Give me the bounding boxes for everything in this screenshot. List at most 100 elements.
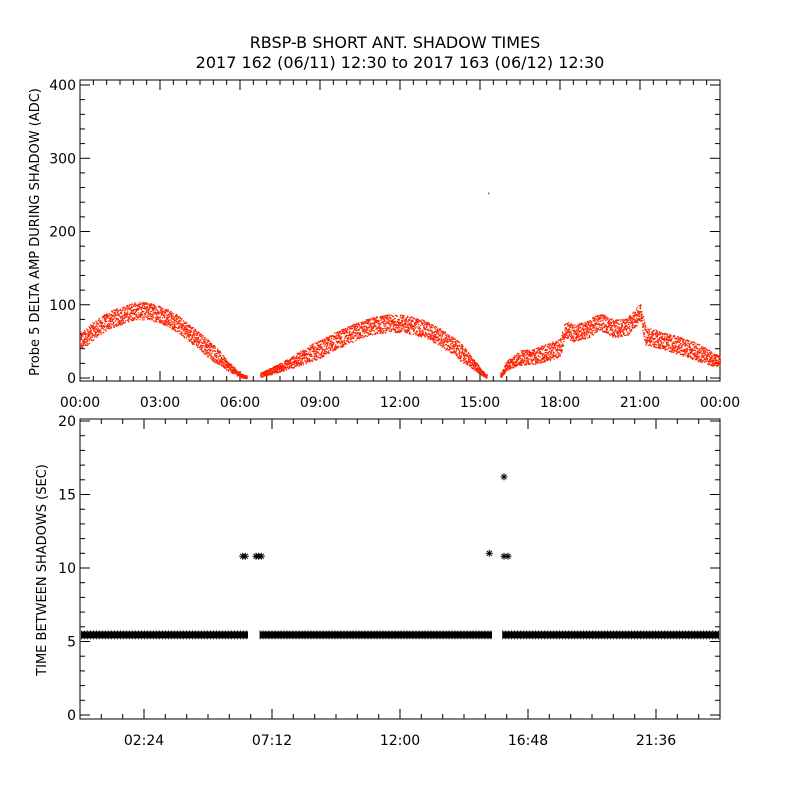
top-data-point <box>443 333 445 335</box>
top-data-point <box>136 315 138 317</box>
top-data-point <box>91 332 94 335</box>
top-data-point <box>517 360 519 362</box>
top-data-point <box>103 329 105 331</box>
top-data-point <box>177 330 179 332</box>
top-data-point <box>214 361 216 363</box>
top-data-point <box>89 337 91 339</box>
top-data-point <box>270 371 272 374</box>
top-data-point <box>327 338 329 340</box>
top-data-point <box>402 319 404 321</box>
top-data-point <box>262 376 264 378</box>
top-data-point <box>246 377 248 380</box>
top-data-point <box>113 321 115 323</box>
top-data-point <box>517 362 520 364</box>
top-data-point <box>188 333 190 336</box>
top-data-point <box>160 320 162 322</box>
top-data-point <box>312 349 315 351</box>
top-data-point <box>437 336 439 338</box>
top-data-point <box>587 337 589 339</box>
top-data-point <box>546 359 549 362</box>
top-data-point <box>452 337 455 339</box>
top-data-point <box>389 325 392 328</box>
top-data-point <box>407 321 409 323</box>
top-data-point <box>130 315 132 317</box>
top-data-point <box>380 326 382 328</box>
top-data-point <box>566 330 569 332</box>
top-data-point <box>597 318 599 321</box>
top-data-point <box>183 335 185 338</box>
top-data-point <box>184 333 186 335</box>
top-data-point <box>391 314 393 317</box>
top-data-point <box>227 369 230 371</box>
top-data-point <box>618 334 620 336</box>
top-data-point <box>375 328 377 330</box>
top-data-point <box>282 367 284 369</box>
top-data-point <box>383 327 385 330</box>
top-data-point <box>621 323 623 325</box>
top-data-point <box>210 355 212 357</box>
top-data-point <box>534 360 537 363</box>
top-data-point <box>280 369 283 371</box>
top-data-point <box>346 334 348 337</box>
top-data-point <box>167 309 169 311</box>
top-data-point <box>138 307 140 310</box>
top-data-point <box>126 312 128 314</box>
top-data-point <box>436 330 439 332</box>
top-data-point <box>372 317 374 319</box>
top-data-point <box>80 338 82 340</box>
top-data-point <box>449 343 452 346</box>
top-data-point <box>176 323 178 325</box>
top-data-point <box>398 326 400 328</box>
top-data-point <box>89 335 91 337</box>
chart-subtitle: 2017 162 (06/11) 12:30 to 2017 163 (06/1… <box>196 53 605 72</box>
top-data-point <box>390 323 392 325</box>
top-data-point <box>567 330 569 332</box>
top-data-point <box>533 348 536 351</box>
top-data-point <box>126 305 129 308</box>
top-data-point <box>80 344 82 347</box>
top-data-point <box>535 353 537 355</box>
top-data-point <box>226 367 228 369</box>
top-data-point <box>520 360 522 363</box>
top-data-point <box>194 328 196 330</box>
top-data-point <box>341 340 343 342</box>
top-data-point <box>352 330 354 333</box>
top-data-point <box>178 327 180 329</box>
top-data-point <box>446 336 448 338</box>
top-data-point <box>606 330 608 332</box>
top-data-point <box>180 318 182 320</box>
top-data-point <box>218 361 220 363</box>
top-data-point <box>82 335 84 337</box>
top-data-point <box>536 362 538 364</box>
top-data-point <box>324 348 326 351</box>
top-data-point <box>508 361 510 364</box>
top-data-point <box>463 358 465 360</box>
top-data-point <box>273 367 275 369</box>
top-data-point <box>552 351 554 353</box>
top-data-point <box>572 333 575 335</box>
top-data-point <box>139 301 141 304</box>
top-data-point <box>193 339 195 341</box>
top-data-point <box>422 322 424 325</box>
top-data-point <box>312 358 314 360</box>
top-data-point <box>297 363 299 365</box>
top-data-point <box>590 322 592 324</box>
top-data-point <box>211 358 213 360</box>
top-data-point <box>523 349 525 352</box>
top-data-point <box>567 332 569 334</box>
top-data-point <box>505 366 507 368</box>
top-data-point <box>469 359 472 362</box>
top-data-point <box>155 316 157 318</box>
top-data-point <box>319 354 321 356</box>
top-data-point <box>205 351 207 353</box>
top-data-point <box>567 323 569 326</box>
top-data-point <box>412 319 414 322</box>
top-data-point <box>114 312 117 314</box>
top-data-point <box>510 360 513 362</box>
top-data-point <box>539 347 541 350</box>
top-data-point <box>204 348 207 350</box>
top-data-point <box>267 372 269 374</box>
top-data-point <box>161 322 163 324</box>
top-data-point <box>573 335 575 337</box>
top-data-point <box>80 343 83 345</box>
